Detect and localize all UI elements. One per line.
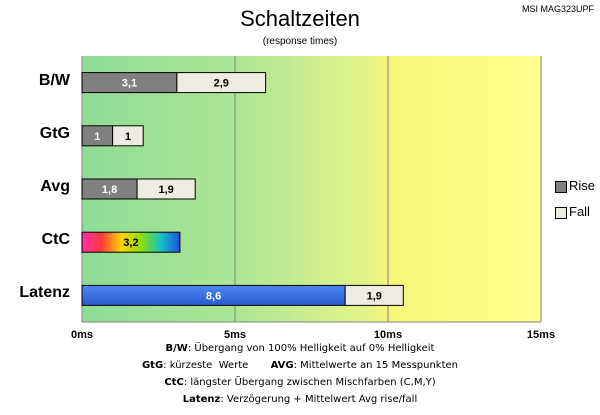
data-label: 1 — [94, 131, 100, 143]
model-label: MSI MAG323UPF — [521, 4, 594, 14]
data-label: 1,8 — [102, 184, 117, 196]
footnote-key: CtC — [164, 377, 184, 388]
x-tick-label: 5ms — [224, 329, 246, 341]
legend-label-fall: Fall — [569, 204, 590, 219]
chart-title: Schaltzeiten — [240, 6, 360, 31]
bar-segment — [176, 72, 267, 94]
bar-segment — [112, 125, 144, 147]
data-label: 2,9 — [214, 78, 229, 90]
footnote-key: AVG — [270, 360, 294, 371]
bar-segment — [344, 284, 404, 306]
category-label: CtC — [41, 231, 70, 249]
chart-subtitle: (response times) — [262, 36, 338, 47]
bar-segment — [81, 231, 181, 253]
data-label: 1,9 — [367, 290, 382, 302]
category-label: Latenz — [19, 284, 70, 302]
data-label: 3,1 — [122, 78, 137, 90]
footnote-key: GtG — [141, 360, 164, 371]
footnote-key: B/W — [165, 343, 188, 354]
data-label: 1,9 — [159, 184, 174, 196]
data-label: 3,2 — [123, 237, 138, 249]
x-tick-label: 15ms — [527, 329, 555, 341]
footnote-bw: B/W: Übergang von 100% Helligkeit auf 0%… — [0, 343, 600, 354]
footnote-text: : längster Übergang zwischen Mischfarben… — [183, 377, 436, 388]
footnote-text: : Übergang von 100% Helligkeit auf 0% He… — [187, 343, 435, 354]
x-tick-label: 10ms — [374, 329, 402, 341]
category-label: B/W — [38, 71, 70, 89]
legend-swatch-fall — [555, 207, 567, 219]
category-label: GtG — [39, 124, 70, 142]
data-label: 1 — [125, 131, 131, 143]
footnote-latenz: Latenz: Verzögerung + Mittelwert Avg ris… — [0, 394, 600, 405]
footnote-ctc: CtC: längster Übergang zwischen Mischfar… — [0, 377, 600, 388]
legend-swatch-rise — [555, 181, 567, 193]
footnote-key: Latenz — [182, 394, 221, 405]
footnote-text: : Mittelwerte an 15 Messpunkten — [293, 360, 459, 371]
footnote-text: : Verzögerung + Mittelwert Avg rise/fall — [220, 394, 418, 405]
data-label: 8,6 — [206, 290, 221, 302]
category-label: Avg — [40, 178, 70, 195]
footnote-text: : kürzeste Werte — [163, 360, 271, 371]
x-tick-label: 0ms — [71, 329, 93, 341]
legend-label-rise: Rise — [569, 178, 596, 193]
footnote-gtg-avg: GtG: kürzeste Werte AVG: Mittelwerte an … — [0, 360, 600, 371]
bar-segment — [136, 178, 196, 200]
